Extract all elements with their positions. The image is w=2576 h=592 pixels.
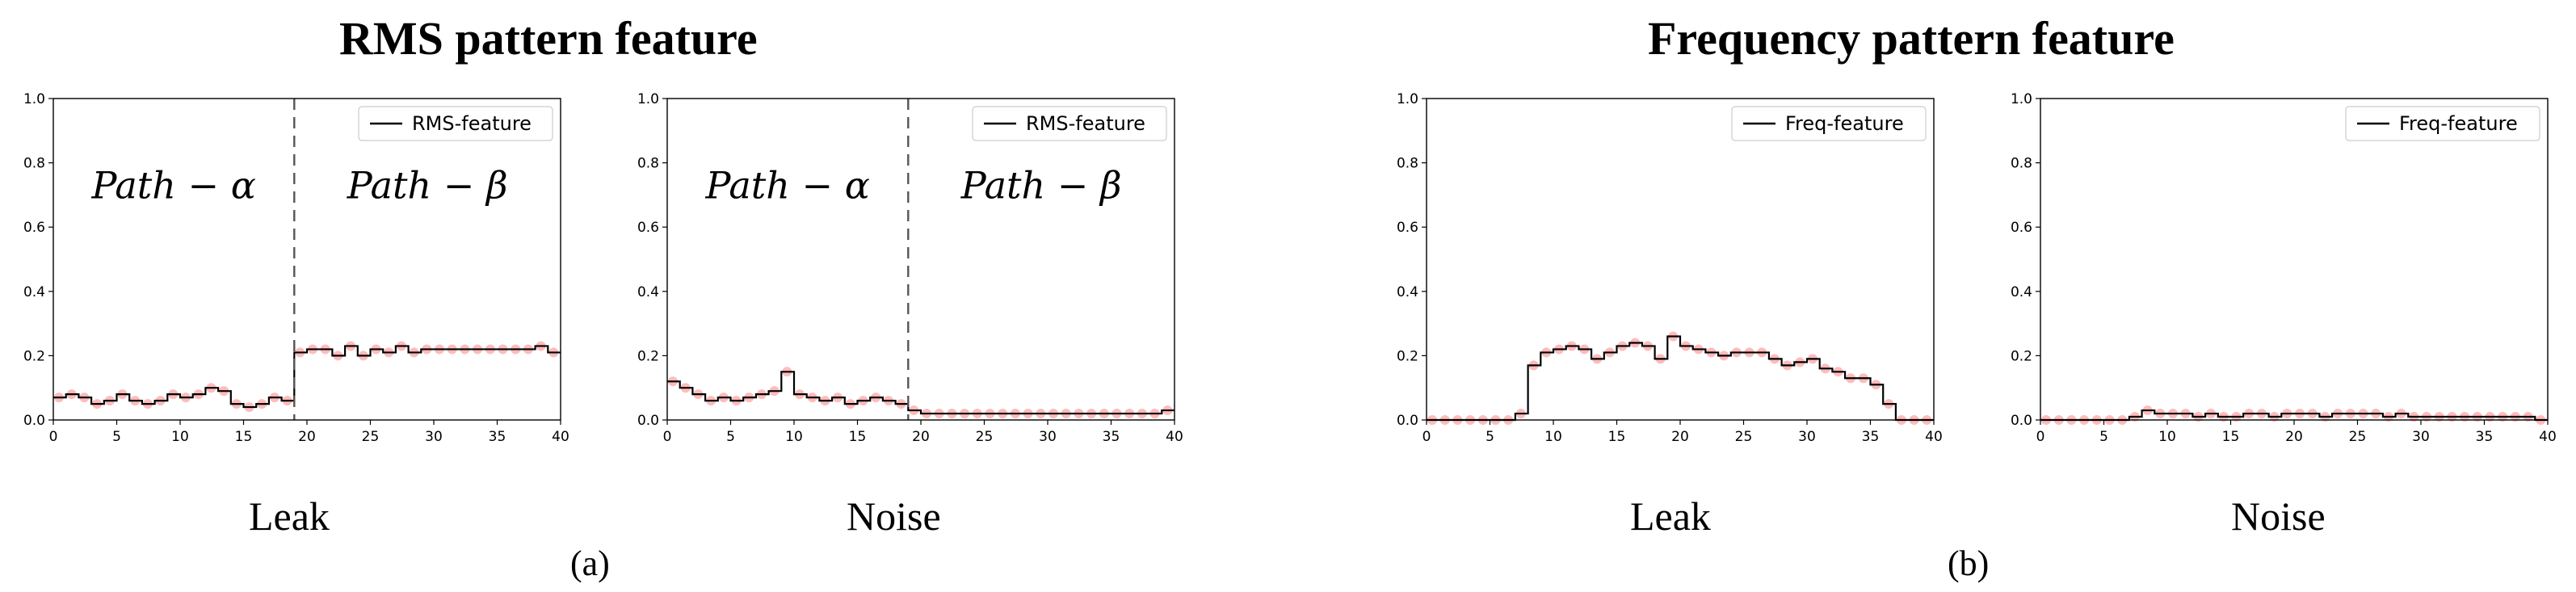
rms-noise-plot: 0 5 10 15 20 25 30 35 40 0.0 0.2 0.4 0.6 0.8 1.0 Path −… [637,91,1183,445]
x-tick-label: 30 [425,429,443,445]
x-tick-label: 5 [112,429,121,445]
series-step-line [53,345,561,409]
y-tick-label: 0.6 [23,220,45,236]
subfigure-a-label: (a) [570,544,610,583]
caption-rms-leak: Leak [249,493,330,539]
x-tick-label: 5 [726,429,735,445]
y-tick-label: 0.2 [1397,348,1418,364]
y-tick-label: 0.8 [637,156,659,172]
freq-leak-plot: 0 5 10 15 20 25 30 35 40 0.0 0.2 0.4 0.6 0.8 1.0 Freq-f… [1397,91,1943,445]
x-tick-label: 10 [1544,429,1562,445]
x-tick-label: 15 [2222,429,2240,445]
x-tick-label: 15 [1608,429,1626,445]
y-tick-label: 0.4 [637,284,659,300]
x-tick-label: 0 [1422,429,1431,445]
plot-frame [666,98,1175,421]
x-tick-label: 5 [1486,429,1494,445]
y-tick-label: 0.4 [2011,284,2032,300]
plot-frame [53,98,561,421]
x-tick-label: 40 [552,429,569,445]
y-tick-label: 0.0 [23,413,45,429]
x-tick-label: 20 [298,429,316,445]
x-tick-label: 0 [2036,429,2045,445]
series-step-line [1427,335,1934,422]
x-tick-label: 10 [171,429,189,445]
x-tick-label: 40 [2539,429,2557,445]
x-tick-label: 0 [49,429,58,445]
rms-leak-plot: 0 5 10 15 20 25 30 35 40 0.0 0.2 0.4 0.6 0.8 1.0 Path −… [23,91,569,445]
y-tick-label: 0.4 [1397,284,1418,300]
x-tick-label: 35 [489,429,506,445]
y-tick-label: 0.6 [1397,220,1418,236]
caption-freq-noise: Noise [2231,493,2326,539]
x-tick-label: 20 [2285,429,2303,445]
x-tick-label: 35 [1862,429,1880,445]
y-tick-label: 0.2 [637,348,659,364]
y-tick-label: 0.8 [23,156,45,172]
x-tick-label: 10 [785,429,803,445]
y-tick-label: 0.0 [2011,413,2032,429]
y-tick-label: 0.8 [2011,156,2032,172]
region-label-alpha: Path − α [91,163,256,207]
region-label-beta: Path − β [960,163,1122,207]
x-tick-label: 25 [1735,429,1753,445]
group-b-title: Frequency pattern feature [1648,12,2175,65]
x-tick-label: 30 [2412,429,2430,445]
caption-rms-noise: Noise [847,493,941,539]
legend-label: Freq-feature [1785,112,1904,135]
y-tick-label: 0.6 [637,220,659,236]
x-tick-label: 15 [235,429,253,445]
x-tick-label: 40 [1166,429,1183,445]
y-tick-label: 0.8 [1397,156,1418,172]
x-tick-label: 20 [912,429,930,445]
y-tick-label: 1.0 [23,91,45,107]
y-tick-label: 0.2 [23,348,45,364]
x-tick-label: 40 [1925,429,1943,445]
x-tick-label: 25 [362,429,380,445]
legend-box [1731,106,1927,141]
x-tick-label: 15 [849,429,867,445]
y-tick-label: 0.0 [637,413,659,429]
x-tick-label: 0 [663,429,672,445]
x-tick-label: 30 [1798,429,1816,445]
x-tick-label: 10 [2158,429,2176,445]
y-tick-label: 0.6 [2011,220,2032,236]
x-tick-label: 25 [976,429,994,445]
y-tick-label: 0.2 [2011,348,2032,364]
group-a-title: RMS pattern feature [339,12,758,65]
caption-freq-leak: Leak [1630,493,1711,539]
y-tick-label: 1.0 [637,91,659,107]
y-tick-label: 1.0 [2011,91,2032,107]
legend-box [972,106,1167,141]
y-tick-label: 0.4 [23,284,45,300]
legend-box [358,106,553,141]
subfigure-b-label: (b) [1948,544,1990,583]
y-tick-label: 0.0 [1397,413,1418,429]
region-label-beta: Path − β [347,163,508,207]
region-label-alpha: Path − α [705,163,870,207]
plot-frame [2040,98,2549,421]
series-step-line [2040,409,2548,422]
x-tick-label: 20 [1671,429,1689,445]
x-tick-label: 25 [2349,429,2367,445]
freq-noise-plot: 0 5 10 15 20 25 30 35 40 0.0 0.2 0.4 0.6 0.8 1.0 Freq-f… [2011,91,2557,445]
x-tick-label: 35 [1103,429,1120,445]
series-step-line [667,371,1175,415]
legend-label: Freq-feature [2399,112,2518,135]
x-tick-label: 30 [1039,429,1057,445]
legend-label: RMS-feature [412,112,532,135]
legend-label: RMS-feature [1026,112,1145,135]
plot-frame [1426,98,1935,421]
legend-box [2345,106,2540,141]
x-tick-label: 35 [2476,429,2494,445]
x-tick-label: 5 [2099,429,2108,445]
y-tick-label: 1.0 [1397,91,1418,107]
